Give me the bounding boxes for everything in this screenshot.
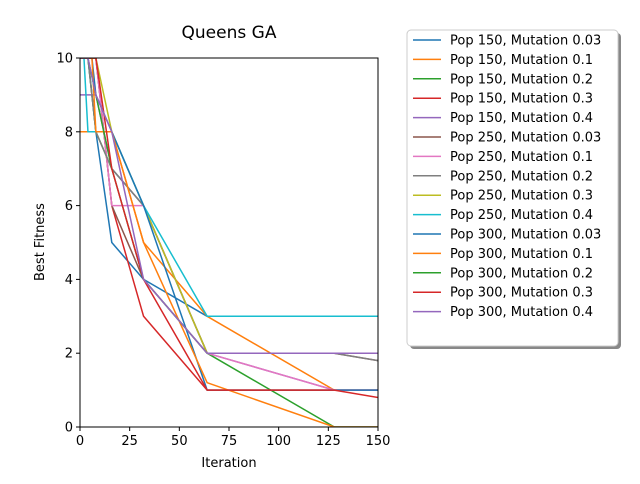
series-line-13: [80, 58, 378, 399]
chart-title: Queens GA: [182, 23, 277, 43]
y-tick-label-4: 8: [65, 125, 73, 140]
plot-frame: [79, 57, 379, 428]
series-line-0: [80, 58, 378, 318]
series-line-7: [80, 58, 378, 362]
x-tick-label-3: 75: [221, 434, 238, 449]
legend-label-12: Pop 300, Mutation 0.2: [450, 266, 593, 281]
legend-label-10: Pop 300, Mutation 0.03: [450, 228, 601, 243]
series-line-9: [80, 58, 378, 318]
x-tick-label-4: 100: [266, 434, 291, 449]
y-axis-label: Best Fitness: [33, 203, 48, 281]
x-tick-label-6: 150: [366, 434, 391, 449]
series-line-4: [80, 94, 378, 391]
legend-label-0: Pop 150, Mutation 0.03: [450, 34, 601, 49]
legend-items: Pop 150, Mutation 0.03 Pop 150, Mutation …: [413, 34, 601, 320]
x-axis-label: Iteration: [201, 456, 256, 471]
series-line-10: [80, 58, 378, 391]
legend-label-7: Pop 250, Mutation 0.2: [450, 169, 593, 184]
y-tick-label-5: 10: [56, 52, 73, 67]
legend-label-13: Pop 300, Mutation 0.3: [450, 286, 593, 301]
x-tick-label-2: 50: [171, 434, 188, 449]
legend-label-8: Pop 250, Mutation 0.3: [450, 189, 593, 204]
series-line-14: [80, 58, 378, 354]
legend-label-11: Pop 300, Mutation 0.1: [450, 247, 593, 262]
legend-label-2: Pop 150, Mutation 0.2: [450, 72, 593, 87]
y-tick-label-0: 0: [65, 421, 73, 436]
legend-label-4: Pop 150, Mutation 0.4: [450, 111, 593, 126]
series-line-5: [80, 58, 378, 362]
legend-label-9: Pop 250, Mutation 0.4: [450, 208, 593, 223]
legend-label-6: Pop 250, Mutation 0.1: [450, 150, 593, 165]
legend-label-14: Pop 300, Mutation 0.4: [450, 305, 593, 320]
x-tick-label-1: 25: [121, 434, 138, 449]
y-tick-label-1: 2: [65, 347, 73, 362]
legend: Pop 150, Mutation 0.03 Pop 150, Mutation …: [406, 29, 621, 349]
legend-label-5: Pop 250, Mutation 0.03: [450, 131, 601, 146]
y-axis: 0 2 4 6 8 10: [56, 52, 80, 436]
legend-label-3: Pop 150, Mutation 0.3: [450, 92, 593, 107]
x-tick-label-0: 0: [76, 434, 84, 449]
series-line-1: [80, 131, 378, 391]
x-tick-label-5: 125: [316, 434, 341, 449]
legend-label-1: Pop 150, Mutation 0.1: [450, 53, 593, 68]
series-line-2: [80, 58, 378, 427]
legend-box: [406, 29, 619, 347]
y-tick-label-3: 6: [65, 199, 73, 214]
y-tick-label-2: 4: [65, 273, 73, 288]
x-axis: 0 25 50 75 100 125 150: [76, 427, 391, 449]
series-line-6: [80, 58, 378, 391]
series-line-3: [80, 58, 378, 391]
series-line-11: [80, 58, 378, 427]
series-layer: [80, 58, 378, 427]
